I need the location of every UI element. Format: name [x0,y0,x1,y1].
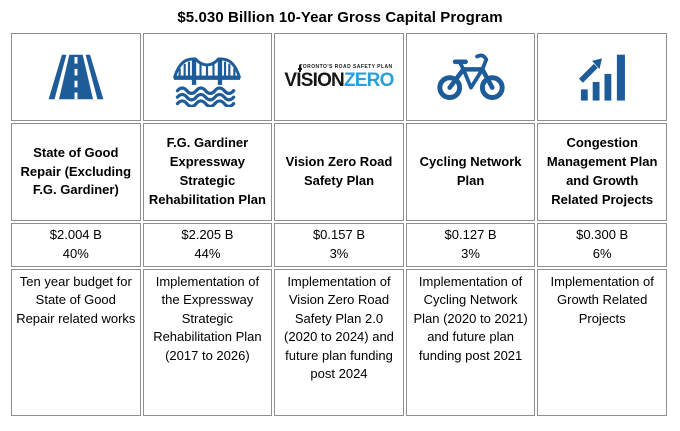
vision-zero-logo: TORONTO'S ROAD SAFETY PLAN VISIONZERO [284,63,394,91]
value-cell-congestion-growth: $0.300 B 6% [537,223,667,267]
description-row: Ten year budget for State of Good Repair… [11,268,667,416]
icon-cell-cycling [405,33,536,121]
desc-cell-vision-zero: Implementation of Vision Zero Road Safet… [274,268,404,416]
desc-cell-cycling: Implementation of Cycling Network Plan (… [405,268,536,416]
desc-cell-congestion-growth: Implementation of Growth Related Project… [537,268,667,416]
header-cell-gardiner: F.G. Gardiner Expressway Strategic Rehab… [142,123,273,221]
header-cell-state-of-good-repair: State of Good Repair (Excluding F.G. Gar… [11,123,141,221]
vision-zero-wordmark-zero: ZERO [343,69,394,91]
percent: 44% [194,245,221,261]
icon-cell-state-of-good-repair [11,33,141,121]
amount: $2.205 B [181,227,234,242]
percent: 6% [592,245,612,261]
capital-program-table: TORONTO'S ROAD SAFETY PLAN VISIONZERO [9,31,669,418]
amount: $2.004 B [49,227,102,242]
vision-zero-wordmark-vision: VISION [284,69,344,91]
highway-icon [48,54,104,100]
amount: $0.127 B [444,227,497,242]
percent: 3% [461,245,480,261]
value-cell-state-of-good-repair: $2.004 B 40% [11,223,141,267]
icon-cell-gardiner [142,33,273,121]
percent: 3% [329,245,349,261]
amount: $0.300 B [576,227,629,242]
desc-cell-gardiner: Implementation of the Expressway Strateg… [142,268,273,416]
header-cell-vision-zero: Vision Zero Road Safety Plan [274,123,404,221]
cn-tower-icon [298,64,303,72]
value-cell-vision-zero: $0.157 B 3% [274,223,404,267]
growth-chart-icon [579,54,626,101]
value-cell-cycling: $0.127 B 3% [405,223,536,267]
icon-cell-vision-zero: TORONTO'S ROAD SAFETY PLAN VISIONZERO [274,33,404,121]
icon-row: TORONTO'S ROAD SAFETY PLAN VISIONZERO [11,33,667,121]
value-row: $2.004 B 40% $2.205 B 44% $0.157 B 3% $0… [11,223,667,267]
value-cell-gardiner: $2.205 B 44% [142,223,273,267]
icon-cell-congestion-growth [537,33,667,121]
header-cell-cycling: Cycling Network Plan [405,123,536,221]
desc-cell-state-of-good-repair: Ten year budget for State of Good Repair… [11,268,141,416]
amount: $0.157 B [312,227,365,242]
bicycle-icon [436,53,505,100]
title-row: State of Good Repair (Excluding F.G. Gar… [11,123,667,221]
page-title: $5.030 Billion 10-Year Gross Capital Pro… [177,9,503,26]
percent: 40% [62,245,89,261]
bridge-icon [173,57,242,107]
vision-zero-tagline: TORONTO'S ROAD SAFETY PLAN [299,63,393,70]
header-cell-congestion-growth: Congestion Management Plan and Growth Re… [537,123,667,221]
